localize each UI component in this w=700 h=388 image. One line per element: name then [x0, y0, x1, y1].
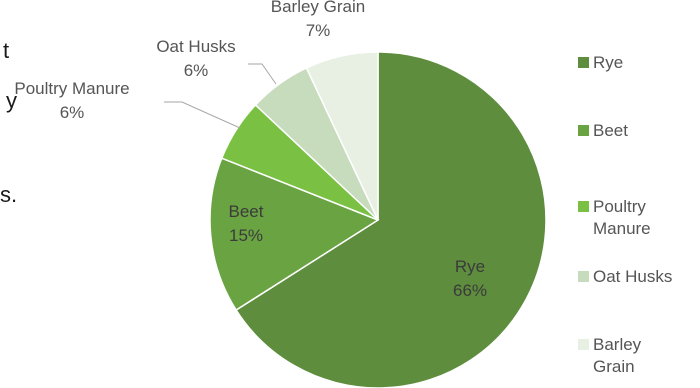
background-text-fragment: y: [6, 88, 17, 113]
legend-label-barley-grain: Barley Grain: [593, 335, 642, 376]
legend-swatch-oat-husks: [578, 271, 589, 282]
legend-swatch-barley-grain: [578, 339, 589, 350]
data-label-oat-husks: Oat Husks: [156, 37, 235, 56]
leader-line-poultry-manure: [164, 101, 241, 129]
legend-label-rye: Rye: [593, 53, 624, 72]
chart-legend: Rye Beet Poultry Manure Oat Husks Barley Gra…: [578, 0, 700, 388]
leader-line-oat-husks: [248, 63, 277, 85]
background-text-fragment: t: [3, 38, 10, 63]
data-label-rye: Rye: [455, 257, 485, 276]
legend-item-poultry-manure: Poultry Manure: [578, 196, 651, 240]
pie-slice-beet: [209, 157, 380, 312]
data-label-value-poultry-manure: 6%: [60, 103, 85, 122]
legend-label-poultry-manure: Poultry Manure: [593, 197, 651, 238]
legend-label-oat-husks: Oat Husks: [593, 267, 673, 286]
background-text-fragment: s.: [0, 182, 18, 207]
legend-item-barley-grain: Barley Grain: [578, 334, 641, 378]
legend-label-beet: Beet: [593, 121, 628, 140]
data-label-value-oat-husks: 6%: [184, 61, 209, 80]
data-label-value-barley-grain: 7%: [306, 21, 331, 40]
data-label-beet: Beet: [229, 202, 264, 221]
legend-item-beet: Beet: [578, 120, 628, 142]
legend-item-oat-husks: Oat Husks: [578, 266, 672, 288]
pie-slice-barley-grain: [305, 51, 379, 221]
data-label-poultry-manure: Poultry Manure: [14, 79, 129, 98]
data-label-value-beet: 15%: [229, 226, 263, 245]
legend-item-rye: Rye: [578, 52, 623, 74]
legend-swatch-beet: [578, 125, 589, 136]
legend-swatch-rye: [578, 57, 589, 68]
legend-swatch-poultry-manure: [578, 201, 589, 212]
data-label-barley-grain: Barley Grain: [271, 0, 365, 16]
data-label-value-rye: 66%: [453, 281, 487, 300]
pie-slice-rye: [235, 51, 547, 388]
